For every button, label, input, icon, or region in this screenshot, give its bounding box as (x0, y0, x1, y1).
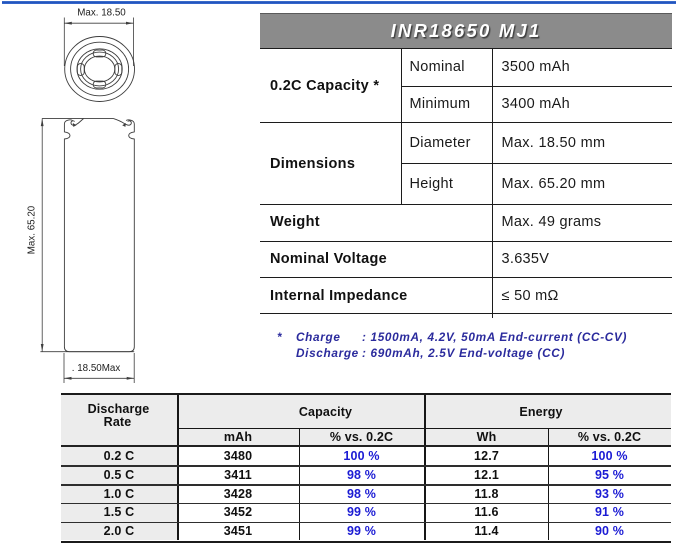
svg-text:. 18.50Max: . 18.50Max (72, 363, 121, 374)
svg-text:Max. 18.50: Max. 18.50 (77, 7, 126, 18)
svg-text:Max. 65.20: Max. 65.20 (27, 205, 38, 254)
